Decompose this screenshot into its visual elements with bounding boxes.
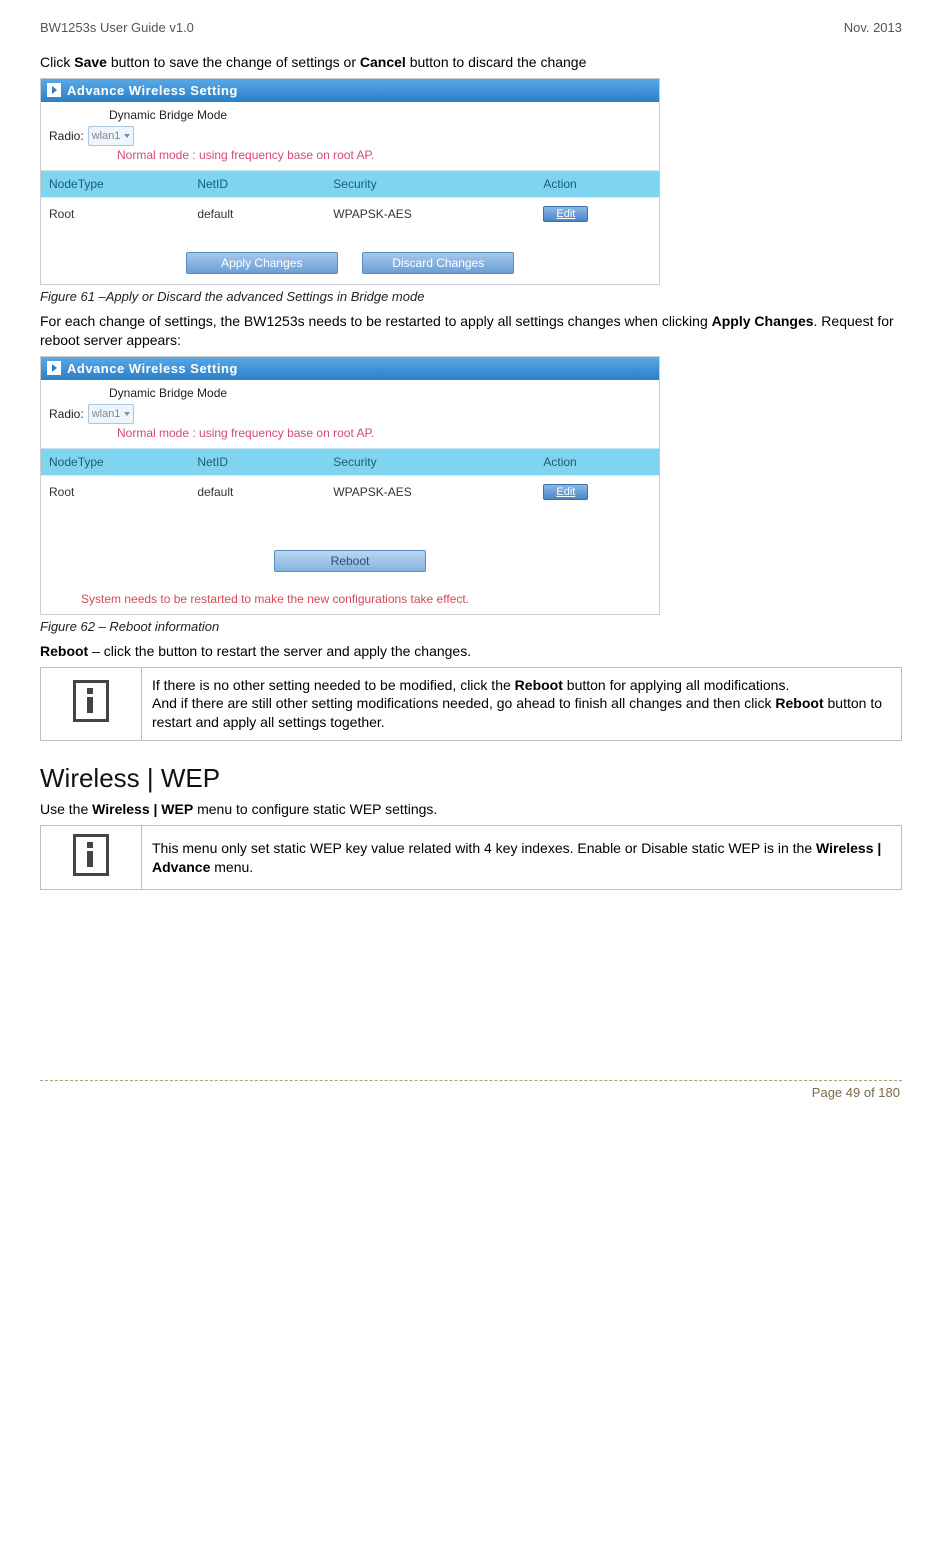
col-netid: NetID xyxy=(189,448,325,475)
col-nodetype: NodeType xyxy=(41,170,189,197)
paragraph-2: For each change of settings, the BW1253s… xyxy=(40,312,902,350)
text: button to save the change of settings or xyxy=(107,54,360,70)
info-icon xyxy=(73,834,109,876)
text: For each change of settings, the BW1253s… xyxy=(40,313,712,329)
text: – click the button to restart the server… xyxy=(88,643,471,659)
text: menu to configure static WEP settings. xyxy=(193,801,437,817)
doc-title: BW1253s User Guide v1.0 xyxy=(40,20,194,35)
text: Use the xyxy=(40,801,92,817)
page-number: Page 49 of 180 xyxy=(0,1081,942,1120)
col-action: Action xyxy=(535,170,659,197)
doc-date: Nov. 2013 xyxy=(844,20,902,35)
text-bold: Apply Changes xyxy=(712,313,814,329)
col-security: Security xyxy=(325,448,535,475)
col-security: Security xyxy=(325,170,535,197)
text-bold: Wireless | WEP xyxy=(92,801,193,817)
panel-note: Normal mode : using frequency base on ro… xyxy=(117,426,651,440)
figure-caption-61: Figure 61 –Apply or Discard the advanced… xyxy=(40,289,902,304)
apply-changes-button[interactable]: Apply Changes xyxy=(186,252,338,274)
wep-paragraph: Use the Wireless | WEP menu to configure… xyxy=(40,800,902,819)
bridge-mode-label: Dynamic Bridge Mode xyxy=(109,386,651,400)
cell-netid: default xyxy=(189,475,325,508)
text-bold: Cancel xyxy=(360,54,406,70)
text: If there is no other setting needed to b… xyxy=(152,677,515,693)
settings-table: NodeType NetID Security Action Root defa… xyxy=(41,170,659,230)
info-text: This menu only set static WEP key value … xyxy=(142,826,902,890)
chevron-down-icon xyxy=(124,412,130,416)
discard-changes-button[interactable]: Discard Changes xyxy=(362,252,514,274)
text-bold: Reboot xyxy=(40,643,88,659)
restart-note: System needs to be restarted to make the… xyxy=(41,586,659,614)
info-icon xyxy=(73,680,109,722)
advance-wireless-panel-1: Advance Wireless Setting Dynamic Bridge … xyxy=(40,78,660,285)
radio-select[interactable]: wlan1 xyxy=(88,126,135,146)
settings-table: NodeType NetID Security Action Root defa… xyxy=(41,448,659,508)
text: menu. xyxy=(210,859,253,875)
col-nodetype: NodeType xyxy=(41,448,189,475)
bridge-mode-label: Dynamic Bridge Mode xyxy=(109,108,651,122)
radio-label: Radio: xyxy=(49,407,84,421)
panel-title: Advance Wireless Setting xyxy=(67,83,238,98)
advance-wireless-panel-2: Advance Wireless Setting Dynamic Bridge … xyxy=(40,356,660,615)
text-bold: Save xyxy=(74,54,107,70)
edit-button[interactable]: Edit xyxy=(543,484,588,500)
expand-icon xyxy=(47,361,61,375)
table-row: Root default WPAPSK-AES Edit xyxy=(41,197,659,230)
panel-title: Advance Wireless Setting xyxy=(67,361,238,376)
col-action: Action xyxy=(535,448,659,475)
info-text: If there is no other setting needed to b… xyxy=(142,667,902,741)
radio-label: Radio: xyxy=(49,129,84,143)
section-heading-wep: Wireless | WEP xyxy=(40,763,902,794)
text: Click xyxy=(40,54,74,70)
intro-paragraph: Click Save button to save the change of … xyxy=(40,53,902,72)
cell-security: WPAPSK-AES xyxy=(325,475,535,508)
text-bold: Reboot xyxy=(515,677,563,693)
edit-button[interactable]: Edit xyxy=(543,206,588,222)
radio-value: wlan1 xyxy=(92,130,121,142)
radio-value: wlan1 xyxy=(92,408,121,420)
cell-netid: default xyxy=(189,197,325,230)
info-box-2: This menu only set static WEP key value … xyxy=(40,825,902,890)
text: button for applying all modifications. xyxy=(563,677,789,693)
cell-nodetype: Root xyxy=(41,197,189,230)
figure-caption-62: Figure 62 – Reboot information xyxy=(40,619,902,634)
col-netid: NetID xyxy=(189,170,325,197)
radio-select[interactable]: wlan1 xyxy=(88,404,135,424)
reboot-button[interactable]: Reboot xyxy=(274,550,426,572)
panel-title-bar: Advance Wireless Setting xyxy=(41,79,659,102)
cell-security: WPAPSK-AES xyxy=(325,197,535,230)
text-bold: Reboot xyxy=(775,695,823,711)
text: And if there are still other setting mod… xyxy=(152,695,775,711)
panel-title-bar: Advance Wireless Setting xyxy=(41,357,659,380)
expand-icon xyxy=(47,83,61,97)
text: button to discard the change xyxy=(406,54,587,70)
panel-note: Normal mode : using frequency base on ro… xyxy=(117,148,651,162)
reboot-paragraph: Reboot – click the button to restart the… xyxy=(40,642,902,661)
text: This menu only set static WEP key value … xyxy=(152,840,816,856)
chevron-down-icon xyxy=(124,134,130,138)
table-row: Root default WPAPSK-AES Edit xyxy=(41,475,659,508)
cell-nodetype: Root xyxy=(41,475,189,508)
info-box-1: If there is no other setting needed to b… xyxy=(40,667,902,742)
